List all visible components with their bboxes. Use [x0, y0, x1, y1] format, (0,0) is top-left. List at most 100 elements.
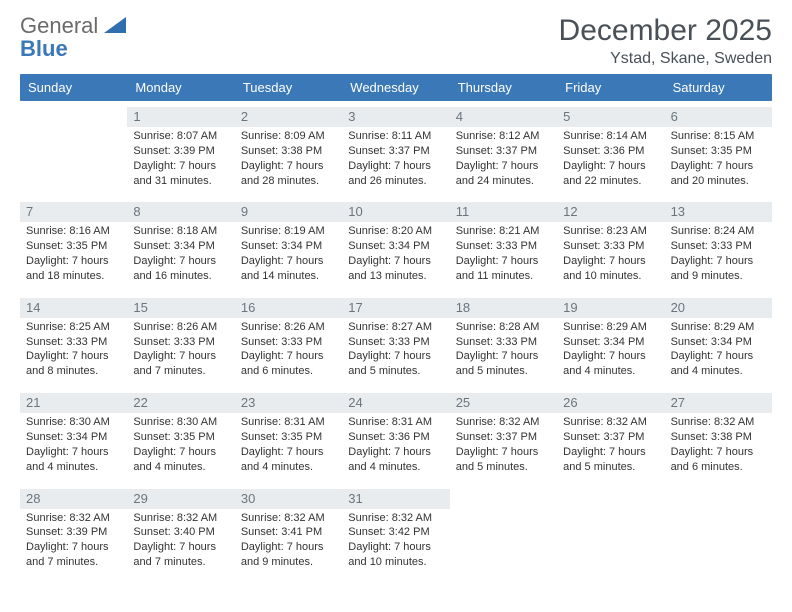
daynum-row: 25 — [450, 393, 557, 413]
dayname: Tuesday — [235, 74, 342, 101]
day-number: 2 — [241, 109, 248, 124]
sunrise-text: Sunrise: 8:32 AM — [241, 511, 336, 526]
dayname: Saturday — [665, 74, 772, 101]
header: General Blue December 2025 Ystad, Skane,… — [20, 14, 772, 68]
sunrise-text: Sunrise: 8:27 AM — [348, 320, 443, 335]
sunrise-text: Sunrise: 8:18 AM — [133, 224, 228, 239]
sunrise-text: Sunrise: 8:24 AM — [671, 224, 766, 239]
sunrise-text: Sunrise: 8:19 AM — [241, 224, 336, 239]
calendar-cell: 16Sunrise: 8:26 AMSunset: 3:33 PMDayligh… — [235, 292, 342, 387]
calendar-cell: 22 Sunrise: 8:30 AMSunset: 3:35 PMDayligh… — [127, 387, 234, 482]
daylight-text: Daylight: 7 hours and 14 minutes. — [241, 254, 336, 284]
daynum-row: 6 — [665, 107, 772, 127]
calendar-cell — [557, 483, 664, 578]
day-info: Sunrise: 8:07 AMSunset: 3:39 PMDaylight:… — [133, 129, 228, 188]
day-number: 24 — [348, 395, 362, 410]
sunrise-text: Sunrise: 8:32 AM — [26, 511, 121, 526]
daynum-row: 17 — [342, 298, 449, 318]
title-block: December 2025 Ystad, Skane, Sweden — [559, 14, 772, 68]
daynum-row: 15 — [127, 298, 234, 318]
logo-text: General Blue — [20, 14, 126, 60]
calendar-cell: 1 Sunrise: 8:07 AMSunset: 3:39 PMDaylight… — [127, 101, 234, 196]
sunset-text: Sunset: 3:36 PM — [348, 430, 443, 445]
calendar-cell: 7Sunrise: 8:16 AMSunset: 3:35 PMDaylight… — [20, 196, 127, 291]
sunset-text: Sunset: 3:33 PM — [133, 335, 228, 350]
daynum-row: 28 — [20, 489, 127, 509]
sunset-text: Sunset: 3:39 PM — [26, 525, 121, 540]
daylight-text: Daylight: 7 hours and 4 minutes. — [348, 445, 443, 475]
day-info: Sunrise: 8:11 AMSunset: 3:37 PMDaylight:… — [348, 129, 443, 188]
day-number: 17 — [348, 300, 362, 315]
sunset-text: Sunset: 3:33 PM — [563, 239, 658, 254]
sunset-text: Sunset: 3:42 PM — [348, 525, 443, 540]
calendar-cell: 13Sunrise: 8:24 AMSunset: 3:33 PMDayligh… — [665, 196, 772, 291]
triangle-icon — [104, 17, 126, 33]
daynum-row: 29 — [127, 489, 234, 509]
calendar-grid: 1 Sunrise: 8:07 AMSunset: 3:39 PMDaylight… — [20, 101, 772, 578]
day-number: 21 — [26, 395, 40, 410]
daylight-text: Daylight: 7 hours and 5 minutes. — [348, 349, 443, 379]
calendar-cell: 8Sunrise: 8:18 AMSunset: 3:34 PMDaylight… — [127, 196, 234, 291]
day-info: Sunrise: 8:32 AMSunset: 3:38 PMDaylight:… — [671, 415, 766, 474]
sunset-text: Sunset: 3:34 PM — [563, 335, 658, 350]
sunrise-text: Sunrise: 8:32 AM — [456, 415, 551, 430]
daynum-row: 14 — [20, 298, 127, 318]
daylight-text: Daylight: 7 hours and 20 minutes. — [671, 159, 766, 189]
day-info: Sunrise: 8:27 AMSunset: 3:33 PMDaylight:… — [348, 320, 443, 379]
daynum-row: 23 — [235, 393, 342, 413]
daynum-row: 7 — [20, 202, 127, 222]
sunrise-text: Sunrise: 8:20 AM — [348, 224, 443, 239]
daynum-row: 1 — [127, 107, 234, 127]
day-number: 27 — [671, 395, 685, 410]
calendar-cell: 3 Sunrise: 8:11 AMSunset: 3:37 PMDaylight… — [342, 101, 449, 196]
calendar-cell: 15Sunrise: 8:26 AMSunset: 3:33 PMDayligh… — [127, 292, 234, 387]
day-info: Sunrise: 8:32 AMSunset: 3:39 PMDaylight:… — [26, 511, 121, 570]
day-info: Sunrise: 8:16 AMSunset: 3:35 PMDaylight:… — [26, 224, 121, 283]
daynum-row: 19 — [557, 298, 664, 318]
calendar-cell: 28 Sunrise: 8:32 AMSunset: 3:39 PMDayligh… — [20, 483, 127, 578]
daynum-row: 3 — [342, 107, 449, 127]
day-number: 8 — [133, 204, 140, 219]
day-number: 29 — [133, 491, 147, 506]
day-number: 28 — [26, 491, 40, 506]
dayname: Wednesday — [342, 74, 449, 101]
daynum-row: 13 — [665, 202, 772, 222]
daylight-text: Daylight: 7 hours and 9 minutes. — [241, 540, 336, 570]
daylight-text: Daylight: 7 hours and 4 minutes. — [563, 349, 658, 379]
day-info: Sunrise: 8:32 AMSunset: 3:37 PMDaylight:… — [563, 415, 658, 474]
sunset-text: Sunset: 3:37 PM — [456, 144, 551, 159]
daylight-text: Daylight: 7 hours and 6 minutes. — [241, 349, 336, 379]
sunrise-text: Sunrise: 8:30 AM — [133, 415, 228, 430]
sunrise-text: Sunrise: 8:11 AM — [348, 129, 443, 144]
daylight-text: Daylight: 7 hours and 28 minutes. — [241, 159, 336, 189]
sunrise-text: Sunrise: 8:32 AM — [133, 511, 228, 526]
day-info: Sunrise: 8:09 AMSunset: 3:38 PMDaylight:… — [241, 129, 336, 188]
calendar-cell: 31Sunrise: 8:32 AMSunset: 3:42 PMDayligh… — [342, 483, 449, 578]
daynum-row: 8 — [127, 202, 234, 222]
day-info: Sunrise: 8:30 AMSunset: 3:35 PMDaylight:… — [133, 415, 228, 474]
daynum-row — [665, 489, 772, 491]
day-info: Sunrise: 8:32 AMSunset: 3:40 PMDaylight:… — [133, 511, 228, 570]
day-number: 3 — [348, 109, 355, 124]
sunset-text: Sunset: 3:33 PM — [456, 239, 551, 254]
daylight-text: Daylight: 7 hours and 31 minutes. — [133, 159, 228, 189]
day-number: 1 — [133, 109, 140, 124]
sunset-text: Sunset: 3:34 PM — [348, 239, 443, 254]
daylight-text: Daylight: 7 hours and 4 minutes. — [133, 445, 228, 475]
calendar-cell: 27 Sunrise: 8:32 AMSunset: 3:38 PMDayligh… — [665, 387, 772, 482]
sunset-text: Sunset: 3:38 PM — [671, 430, 766, 445]
daylight-text: Daylight: 7 hours and 4 minutes. — [26, 445, 121, 475]
daynum-row: 9 — [235, 202, 342, 222]
day-number: 9 — [241, 204, 248, 219]
daynum-row: 27 — [665, 393, 772, 413]
calendar-cell: 6Sunrise: 8:15 AMSunset: 3:35 PMDaylight… — [665, 101, 772, 196]
sunrise-text: Sunrise: 8:30 AM — [26, 415, 121, 430]
daylight-text: Daylight: 7 hours and 16 minutes. — [133, 254, 228, 284]
calendar-cell: 25Sunrise: 8:32 AMSunset: 3:37 PMDayligh… — [450, 387, 557, 482]
day-number: 22 — [133, 395, 147, 410]
daylight-text: Daylight: 7 hours and 26 minutes. — [348, 159, 443, 189]
daynum-row: 2 — [235, 107, 342, 127]
sunset-text: Sunset: 3:38 PM — [241, 144, 336, 159]
day-info: Sunrise: 8:24 AMSunset: 3:33 PMDaylight:… — [671, 224, 766, 283]
sunrise-text: Sunrise: 8:32 AM — [671, 415, 766, 430]
